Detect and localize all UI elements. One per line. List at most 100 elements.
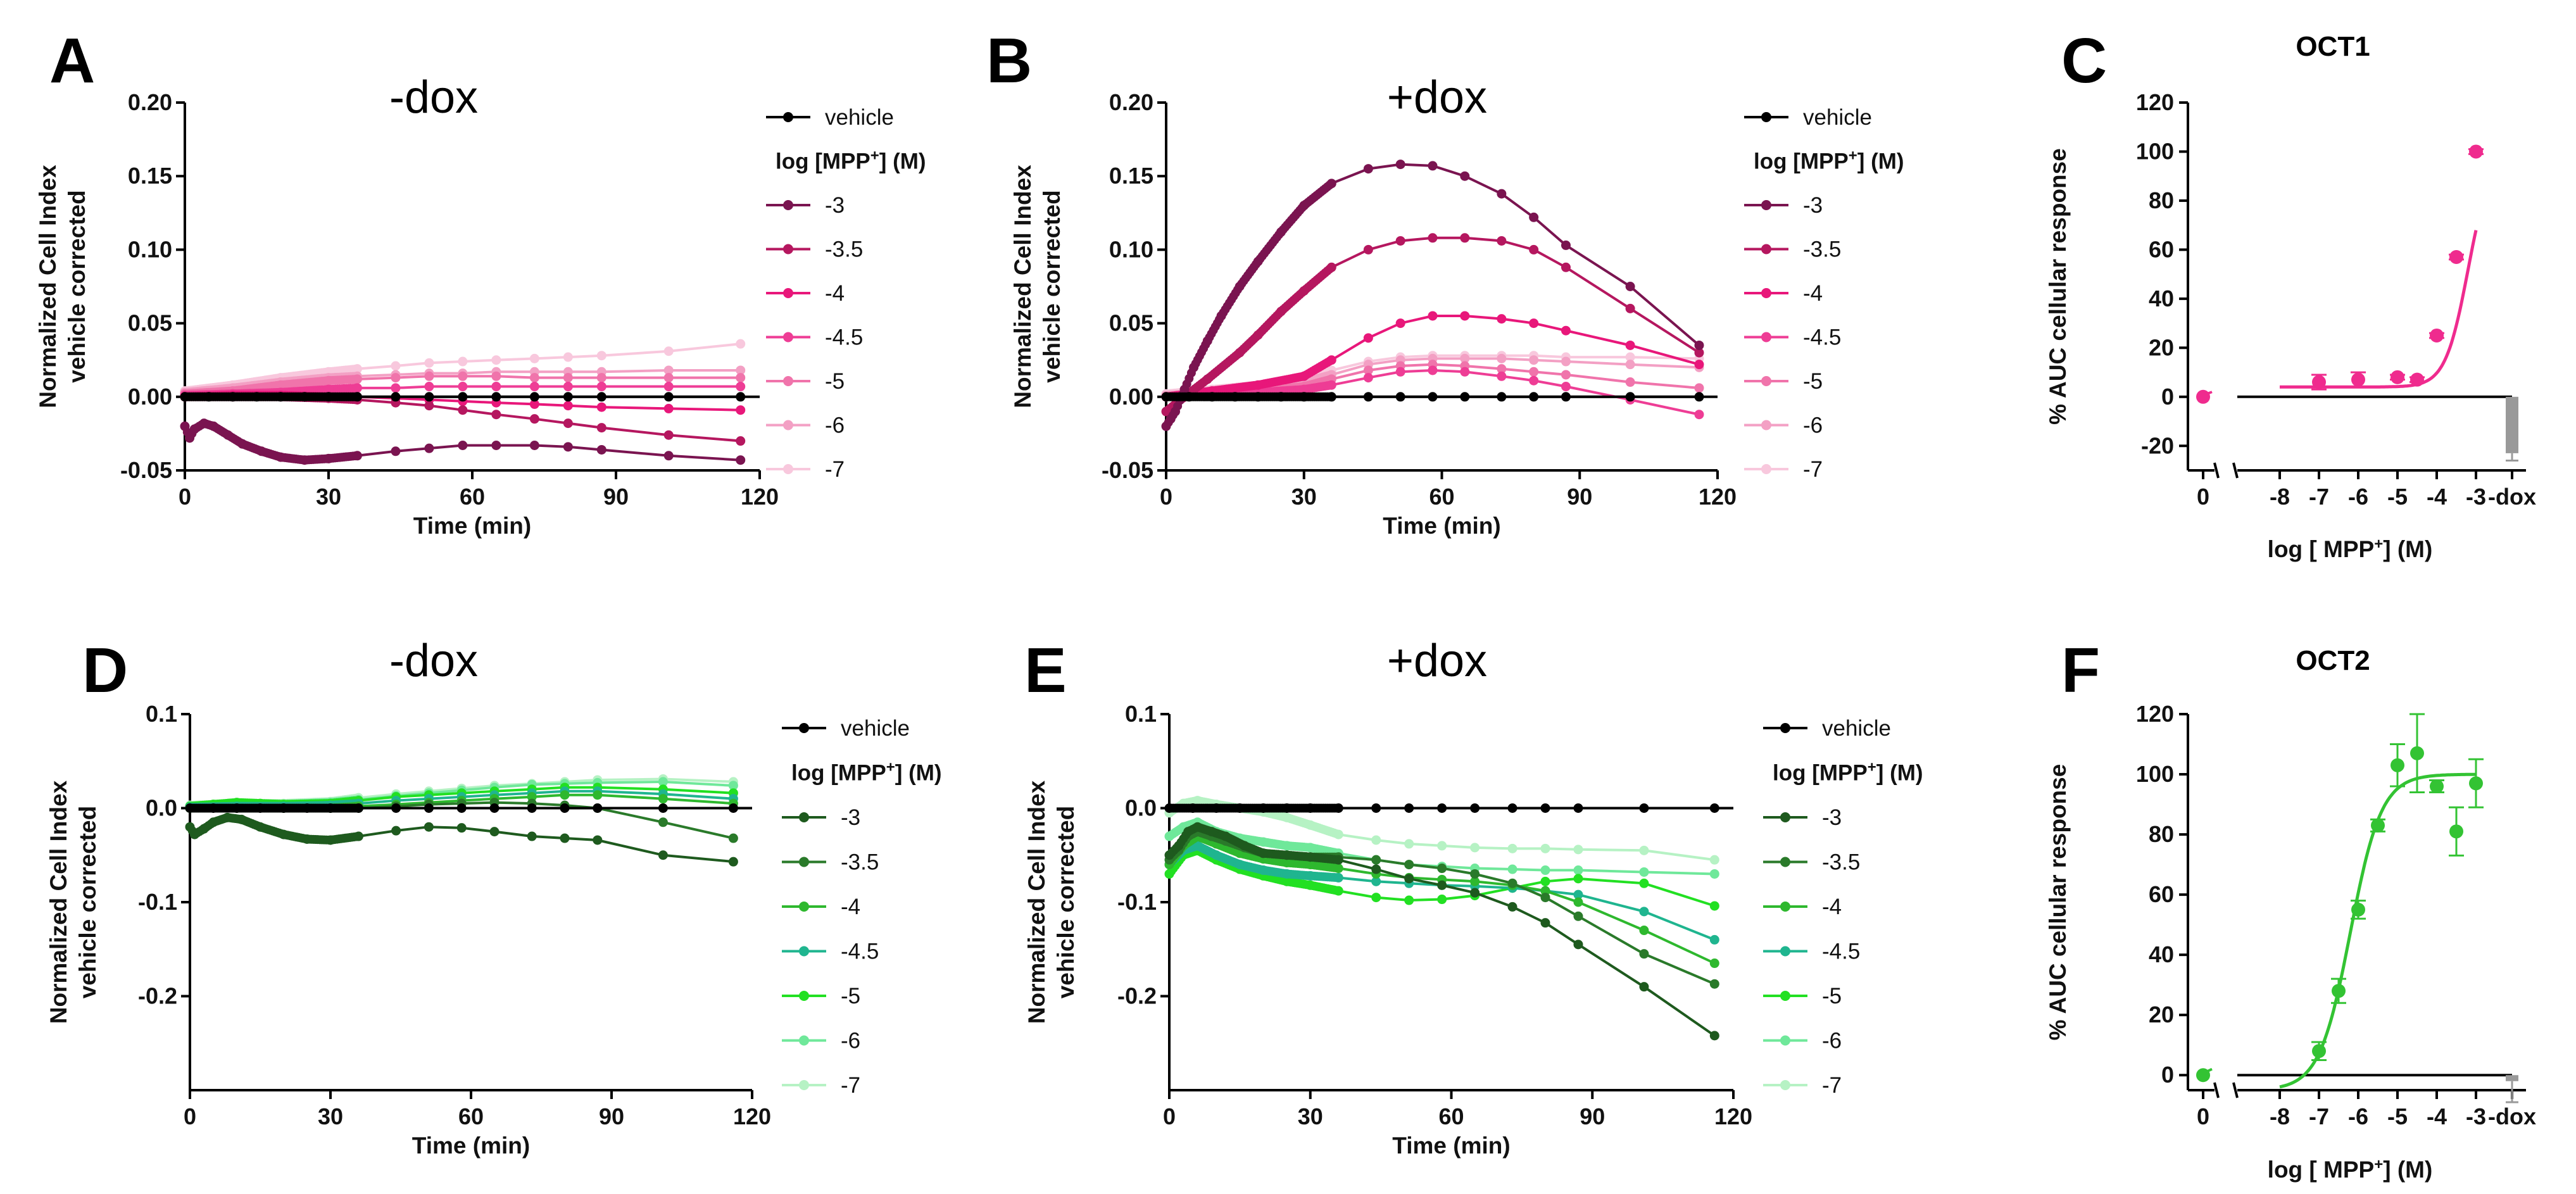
data-point	[1363, 365, 1373, 375]
data-point	[391, 383, 401, 393]
data-point	[302, 834, 312, 845]
data-point	[1540, 886, 1550, 896]
y-tick-label: 0.20	[1109, 89, 1153, 115]
data-point	[1561, 240, 1571, 250]
data-point	[391, 446, 401, 456]
series-vehicle	[185, 803, 738, 813]
data-point	[424, 803, 434, 813]
legend-label: -4	[841, 895, 860, 919]
data-point	[456, 803, 467, 813]
x-tick-label: -6	[2348, 1103, 2368, 1129]
dox-bar	[2506, 396, 2518, 453]
legend: vehicle log [MPP+] (M) -3 -3.5 -4 -4.5 -5 -6 -7	[766, 105, 926, 482]
data-point	[728, 803, 738, 813]
data-point	[1211, 803, 1221, 813]
data-point	[1305, 843, 1316, 853]
data-point	[1625, 340, 1635, 350]
data-point	[1404, 839, 1414, 849]
series--3	[180, 418, 746, 465]
data-point	[1507, 878, 1517, 888]
data-point	[596, 444, 606, 455]
y-tick-label: 60	[2149, 236, 2174, 262]
data-point	[1305, 820, 1316, 830]
legend-swatch-marker	[799, 1035, 809, 1046]
data-point	[1437, 841, 1447, 851]
x-tick-label: -5	[2387, 484, 2408, 510]
legend-swatch-marker	[1780, 812, 1790, 822]
x-tick-dox: -dox	[2488, 1103, 2536, 1129]
data-point	[1540, 843, 1550, 853]
data-point	[2430, 779, 2444, 794]
legend-swatch-marker	[799, 902, 809, 912]
legend-swatch-marker	[1780, 857, 1790, 867]
data-point	[596, 423, 606, 433]
data-point	[1305, 803, 1316, 813]
data-point	[279, 803, 289, 813]
data-point	[1540, 918, 1550, 928]
data-point-group	[2429, 779, 2444, 794]
y-tick-label: 20	[2149, 334, 2174, 360]
data-point	[1395, 392, 1405, 402]
data-point	[185, 433, 195, 443]
legend-swatch-marker	[1780, 1080, 1790, 1090]
data-point	[1235, 803, 1245, 813]
data-point	[1529, 375, 1539, 386]
data-point	[1639, 949, 1649, 959]
fit-curve	[2280, 230, 2478, 389]
legend-swatch-marker	[1761, 464, 1771, 474]
x-tick-label: 60	[458, 1103, 484, 1129]
data-point	[1573, 889, 1583, 900]
data-point	[663, 392, 674, 402]
data-point	[1573, 874, 1583, 884]
legend-label: -4.5	[1803, 325, 1841, 350]
data-point	[1709, 1031, 1719, 1041]
data-point	[1207, 392, 1217, 402]
data-point	[736, 382, 746, 392]
y-tick-label: 0	[2161, 1062, 2174, 1088]
data-point	[527, 792, 537, 802]
data-point-group	[2410, 713, 2425, 794]
data-point	[658, 794, 668, 804]
data-point	[2371, 818, 2385, 833]
data-point	[491, 440, 501, 450]
data-point	[491, 392, 501, 402]
data-point	[424, 358, 434, 368]
data-point	[1428, 392, 1438, 402]
data-point	[1371, 803, 1381, 813]
data-point	[563, 352, 573, 362]
data-point	[1497, 314, 1507, 324]
data-point	[663, 403, 674, 413]
legend-label: -5	[1803, 369, 1823, 394]
x-axis-label: log [ MPP+] (M)	[2268, 1156, 2433, 1183]
data-point	[1497, 392, 1507, 402]
data-point	[1428, 365, 1438, 375]
data-point	[663, 373, 674, 383]
data-point	[1625, 352, 1635, 362]
data-point	[325, 835, 336, 845]
series-vehicle	[1161, 392, 1704, 402]
data-point	[1529, 318, 1539, 329]
data-point	[391, 373, 401, 383]
data-point	[736, 365, 746, 375]
legend-label: -7	[1822, 1073, 1842, 1098]
data-point	[1165, 414, 1176, 424]
data-point	[1561, 325, 1571, 336]
panel-title: OCT2	[2296, 645, 2370, 676]
panel-title: OCT1	[2296, 31, 2370, 62]
legend-label-vehicle: vehicle	[1803, 105, 1872, 130]
data-point	[2391, 370, 2404, 384]
y-tick-label: 40	[2149, 941, 2174, 967]
data-point	[352, 392, 362, 402]
data-point	[1211, 850, 1221, 860]
data-point	[1164, 803, 1174, 813]
data-point	[1193, 841, 1203, 851]
y-axis-label-line1: Normalized Cell Index	[1010, 165, 1036, 408]
legend-heading: log [MPP+] (M)	[1773, 758, 1923, 786]
data-point	[1573, 897, 1583, 907]
data-point	[456, 823, 467, 833]
panel-title: +dox	[1387, 72, 1487, 123]
data-point	[1709, 979, 1719, 989]
data-point	[1625, 377, 1635, 387]
data-point	[1460, 171, 1470, 181]
panel-label: E	[1024, 635, 1067, 706]
